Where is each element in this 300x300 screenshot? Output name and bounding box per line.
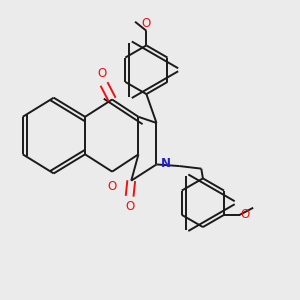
Text: O: O (241, 208, 250, 221)
Text: O: O (125, 200, 134, 213)
Text: N: N (160, 157, 170, 170)
Text: O: O (98, 67, 107, 80)
Text: O: O (107, 180, 117, 193)
Text: O: O (142, 16, 151, 29)
